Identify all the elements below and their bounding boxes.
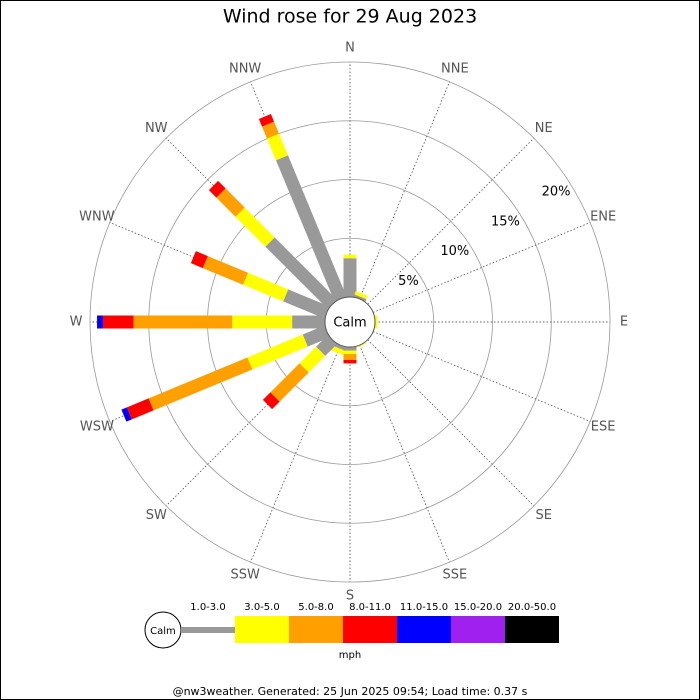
spoke: [250, 344, 341, 563]
bar-segment: [353, 342, 367, 349]
bar-segment: [121, 407, 132, 422]
bar-segment: [242, 272, 289, 302]
bar-segment: [270, 363, 309, 402]
direction-label: N: [345, 41, 355, 56]
direction-label: S: [346, 589, 354, 604]
bar-segment: [331, 345, 346, 356]
calm-label: Calm: [333, 316, 366, 331]
bar-segment: [283, 289, 330, 319]
bar-segment: [232, 315, 293, 329]
footer: @nw3weather. Generated: 25 Jun 2025 09:5…: [173, 685, 528, 698]
legend-swatch: [235, 616, 289, 643]
direction-label: SE: [536, 508, 552, 523]
legend-label: 8.0-11.0: [349, 602, 391, 613]
legend-label: 15.0-20.0: [454, 602, 502, 613]
bar-segment: [354, 290, 368, 300]
legend-swatch: [451, 616, 505, 643]
bar-segment: [216, 188, 245, 217]
bar-segment: [190, 251, 208, 269]
bar-segment: [262, 121, 279, 139]
ring-label: 5%: [398, 274, 419, 289]
bar-segment: [262, 392, 280, 410]
direction-label: SW: [146, 508, 167, 523]
bar-segment: [275, 155, 347, 302]
legend: Calm mph 1.0-3.0 3.0-5.0 5.0-8.0 8.0-11.0 11…: [144, 602, 559, 661]
bar-segment: [316, 335, 337, 356]
bar-segment: [353, 294, 367, 302]
legend-label: 3.0-5.0: [244, 602, 279, 613]
bar-segment: [235, 207, 275, 247]
direction-label: W: [70, 315, 83, 330]
bar-segment: [126, 398, 154, 420]
spoke: [372, 331, 591, 422]
calm-circle: [324, 296, 376, 348]
direction-label: NNE: [441, 61, 469, 76]
bar-segment: [265, 237, 337, 309]
ring-label: 15%: [491, 214, 520, 229]
bar-segment: [343, 254, 357, 259]
bar-segment: [247, 334, 308, 370]
bar-segment: [343, 354, 357, 360]
bar-segment: [258, 114, 275, 127]
legend-label: 11.0-15.0: [400, 602, 448, 613]
direction-label: WNW: [79, 210, 115, 225]
direction-label: SSE: [442, 568, 467, 583]
direction-label: NE: [535, 121, 553, 136]
direction-label: ESE: [591, 419, 616, 434]
direction-label: ENE: [590, 210, 616, 225]
direction-label: E: [620, 315, 628, 330]
ring-label: 20%: [542, 184, 571, 199]
bar-segment: [343, 359, 357, 364]
spoke: [359, 344, 450, 563]
bar-segment: [343, 350, 357, 355]
bar-segment: [148, 357, 253, 411]
bar-segment: [202, 256, 248, 285]
spoke: [372, 222, 591, 313]
legend-swatch: [289, 616, 343, 643]
legend-swatch: [181, 627, 235, 633]
bar-segment: [102, 315, 134, 329]
legend-swatch: [505, 616, 559, 643]
bar-segment: [292, 315, 325, 329]
bar-segment: [343, 347, 357, 351]
rose: 5% 10% 15% 20% N NNE NE ENE E ESE SE SSE S SSW SW WSW W W…: [70, 41, 629, 604]
legend-label: 20.0-50.0: [508, 602, 556, 613]
spoke: [367, 137, 535, 305]
direction-label: SSW: [230, 568, 260, 583]
spoke: [367, 339, 535, 507]
bar-segment: [299, 346, 326, 373]
bar-segment: [208, 180, 226, 198]
ring-label: 10%: [440, 244, 469, 259]
direction-label: WSW: [80, 419, 114, 434]
legend-label: 5.0-8.0: [298, 602, 333, 613]
bar-segment: [302, 325, 330, 347]
bar-segment: [375, 315, 378, 329]
bar-segment: [343, 258, 357, 297]
spoke: [359, 81, 450, 300]
direction-label: NW: [145, 121, 168, 136]
bar-segment: [133, 315, 233, 329]
bar-segment: [97, 315, 103, 329]
legend-swatch: [343, 616, 397, 643]
legend-swatch: [397, 616, 451, 643]
legend-units: mph: [339, 650, 361, 661]
legend-label: 1.0-3.0: [190, 602, 225, 613]
chart-title: Wind rose for 29 Aug 2023: [223, 6, 477, 28]
bar-segment: [266, 133, 288, 161]
legend-calm-label: Calm: [150, 626, 176, 637]
direction-label: NNW: [229, 61, 261, 76]
